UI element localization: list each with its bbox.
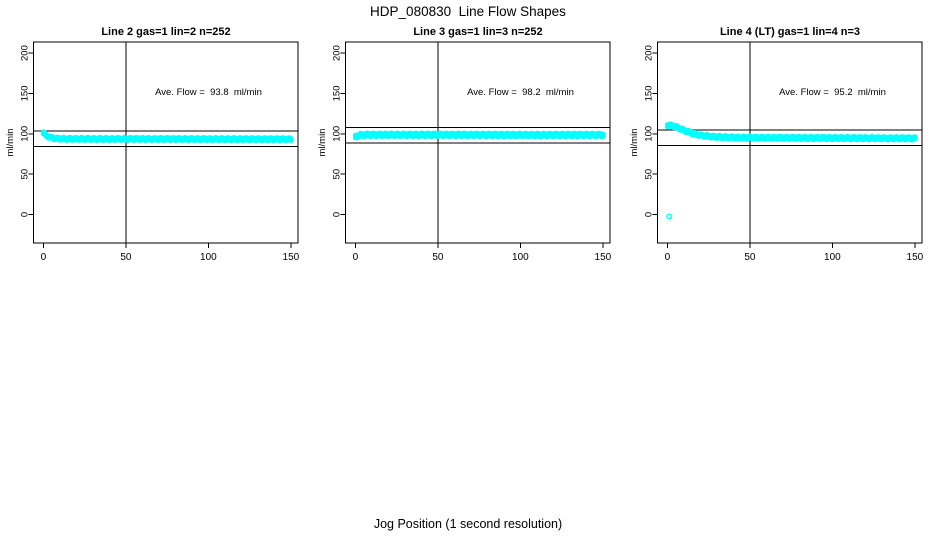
svg-text:150: 150 xyxy=(595,252,612,263)
svg-text:50: 50 xyxy=(744,252,756,263)
svg-text:200: 200 xyxy=(644,45,655,61)
plot-svg-line-2: 0 50 100 150 200 0 50 100 150 ml/min xyxy=(5,41,300,263)
x-axis-label: Jog Position (1 second resolution) xyxy=(373,517,563,531)
svg-text:50: 50 xyxy=(432,252,444,263)
svg-text:0: 0 xyxy=(353,252,359,263)
svg-text:100: 100 xyxy=(644,126,655,142)
svg-text:0: 0 xyxy=(332,212,343,217)
svg-text:100: 100 xyxy=(512,252,529,263)
svg-text:0: 0 xyxy=(20,212,31,217)
svg-text:50: 50 xyxy=(332,169,343,180)
svg-text:200: 200 xyxy=(20,45,31,61)
ave-flow-annotation-line-2: Ave. Flow = 93.8 ml/min xyxy=(155,87,262,98)
panel-line-3: 0 50 100 150 200 0 50 100 150 ml/min Line 3 gas=1… xyxy=(312,0,624,270)
svg-text:50: 50 xyxy=(644,169,655,180)
svg-text:0: 0 xyxy=(665,252,671,263)
svg-text:150: 150 xyxy=(907,252,924,263)
svg-text:100: 100 xyxy=(824,252,841,263)
svg-text:50: 50 xyxy=(120,252,132,263)
svg-text:100: 100 xyxy=(20,126,31,142)
panel-title-line-3: Line 3 gas=1 lin=3 n=252 xyxy=(413,26,543,38)
panel-title-line-2: Line 2 gas=1 lin=2 n=252 xyxy=(101,26,231,38)
plot-svg-line-3: 0 50 100 150 200 0 50 100 150 ml/min xyxy=(317,41,612,263)
svg-text:100: 100 xyxy=(332,126,343,142)
svg-text:150: 150 xyxy=(644,85,655,101)
svg-text:0: 0 xyxy=(644,212,655,217)
svg-text:ml/min: ml/min xyxy=(5,129,16,157)
svg-text:150: 150 xyxy=(283,252,300,263)
svg-text:200: 200 xyxy=(332,45,343,61)
svg-text:150: 150 xyxy=(20,85,31,101)
svg-text:ml/min: ml/min xyxy=(317,129,328,157)
panel-line-4: 0 50 100 150 200 0 50 100 150 ml/min Line 4 (LT) … xyxy=(624,0,936,270)
svg-text:100: 100 xyxy=(200,252,217,263)
svg-text:50: 50 xyxy=(20,169,31,180)
plot-svg-line-4: 0 50 100 150 200 0 50 100 150 ml/min xyxy=(629,41,924,263)
panel-title-line-4: Line 4 (LT) gas=1 lin=4 n=3 xyxy=(719,26,861,38)
svg-text:0: 0 xyxy=(41,252,47,263)
panel-line-2: 0 50 100 150 200 0 50 100 150 ml/min Line 2 gas=1… xyxy=(0,0,312,270)
svg-text:ml/min: ml/min xyxy=(629,129,640,157)
main-title: HDP_080830 Line Flow Shapes xyxy=(370,4,566,19)
ave-flow-annotation-line-3: Ave. Flow = 98.2 ml/min xyxy=(467,87,574,98)
ave-flow-annotation-line-4: Ave. Flow = 95.2 ml/min xyxy=(779,87,886,98)
svg-text:150: 150 xyxy=(332,85,343,101)
